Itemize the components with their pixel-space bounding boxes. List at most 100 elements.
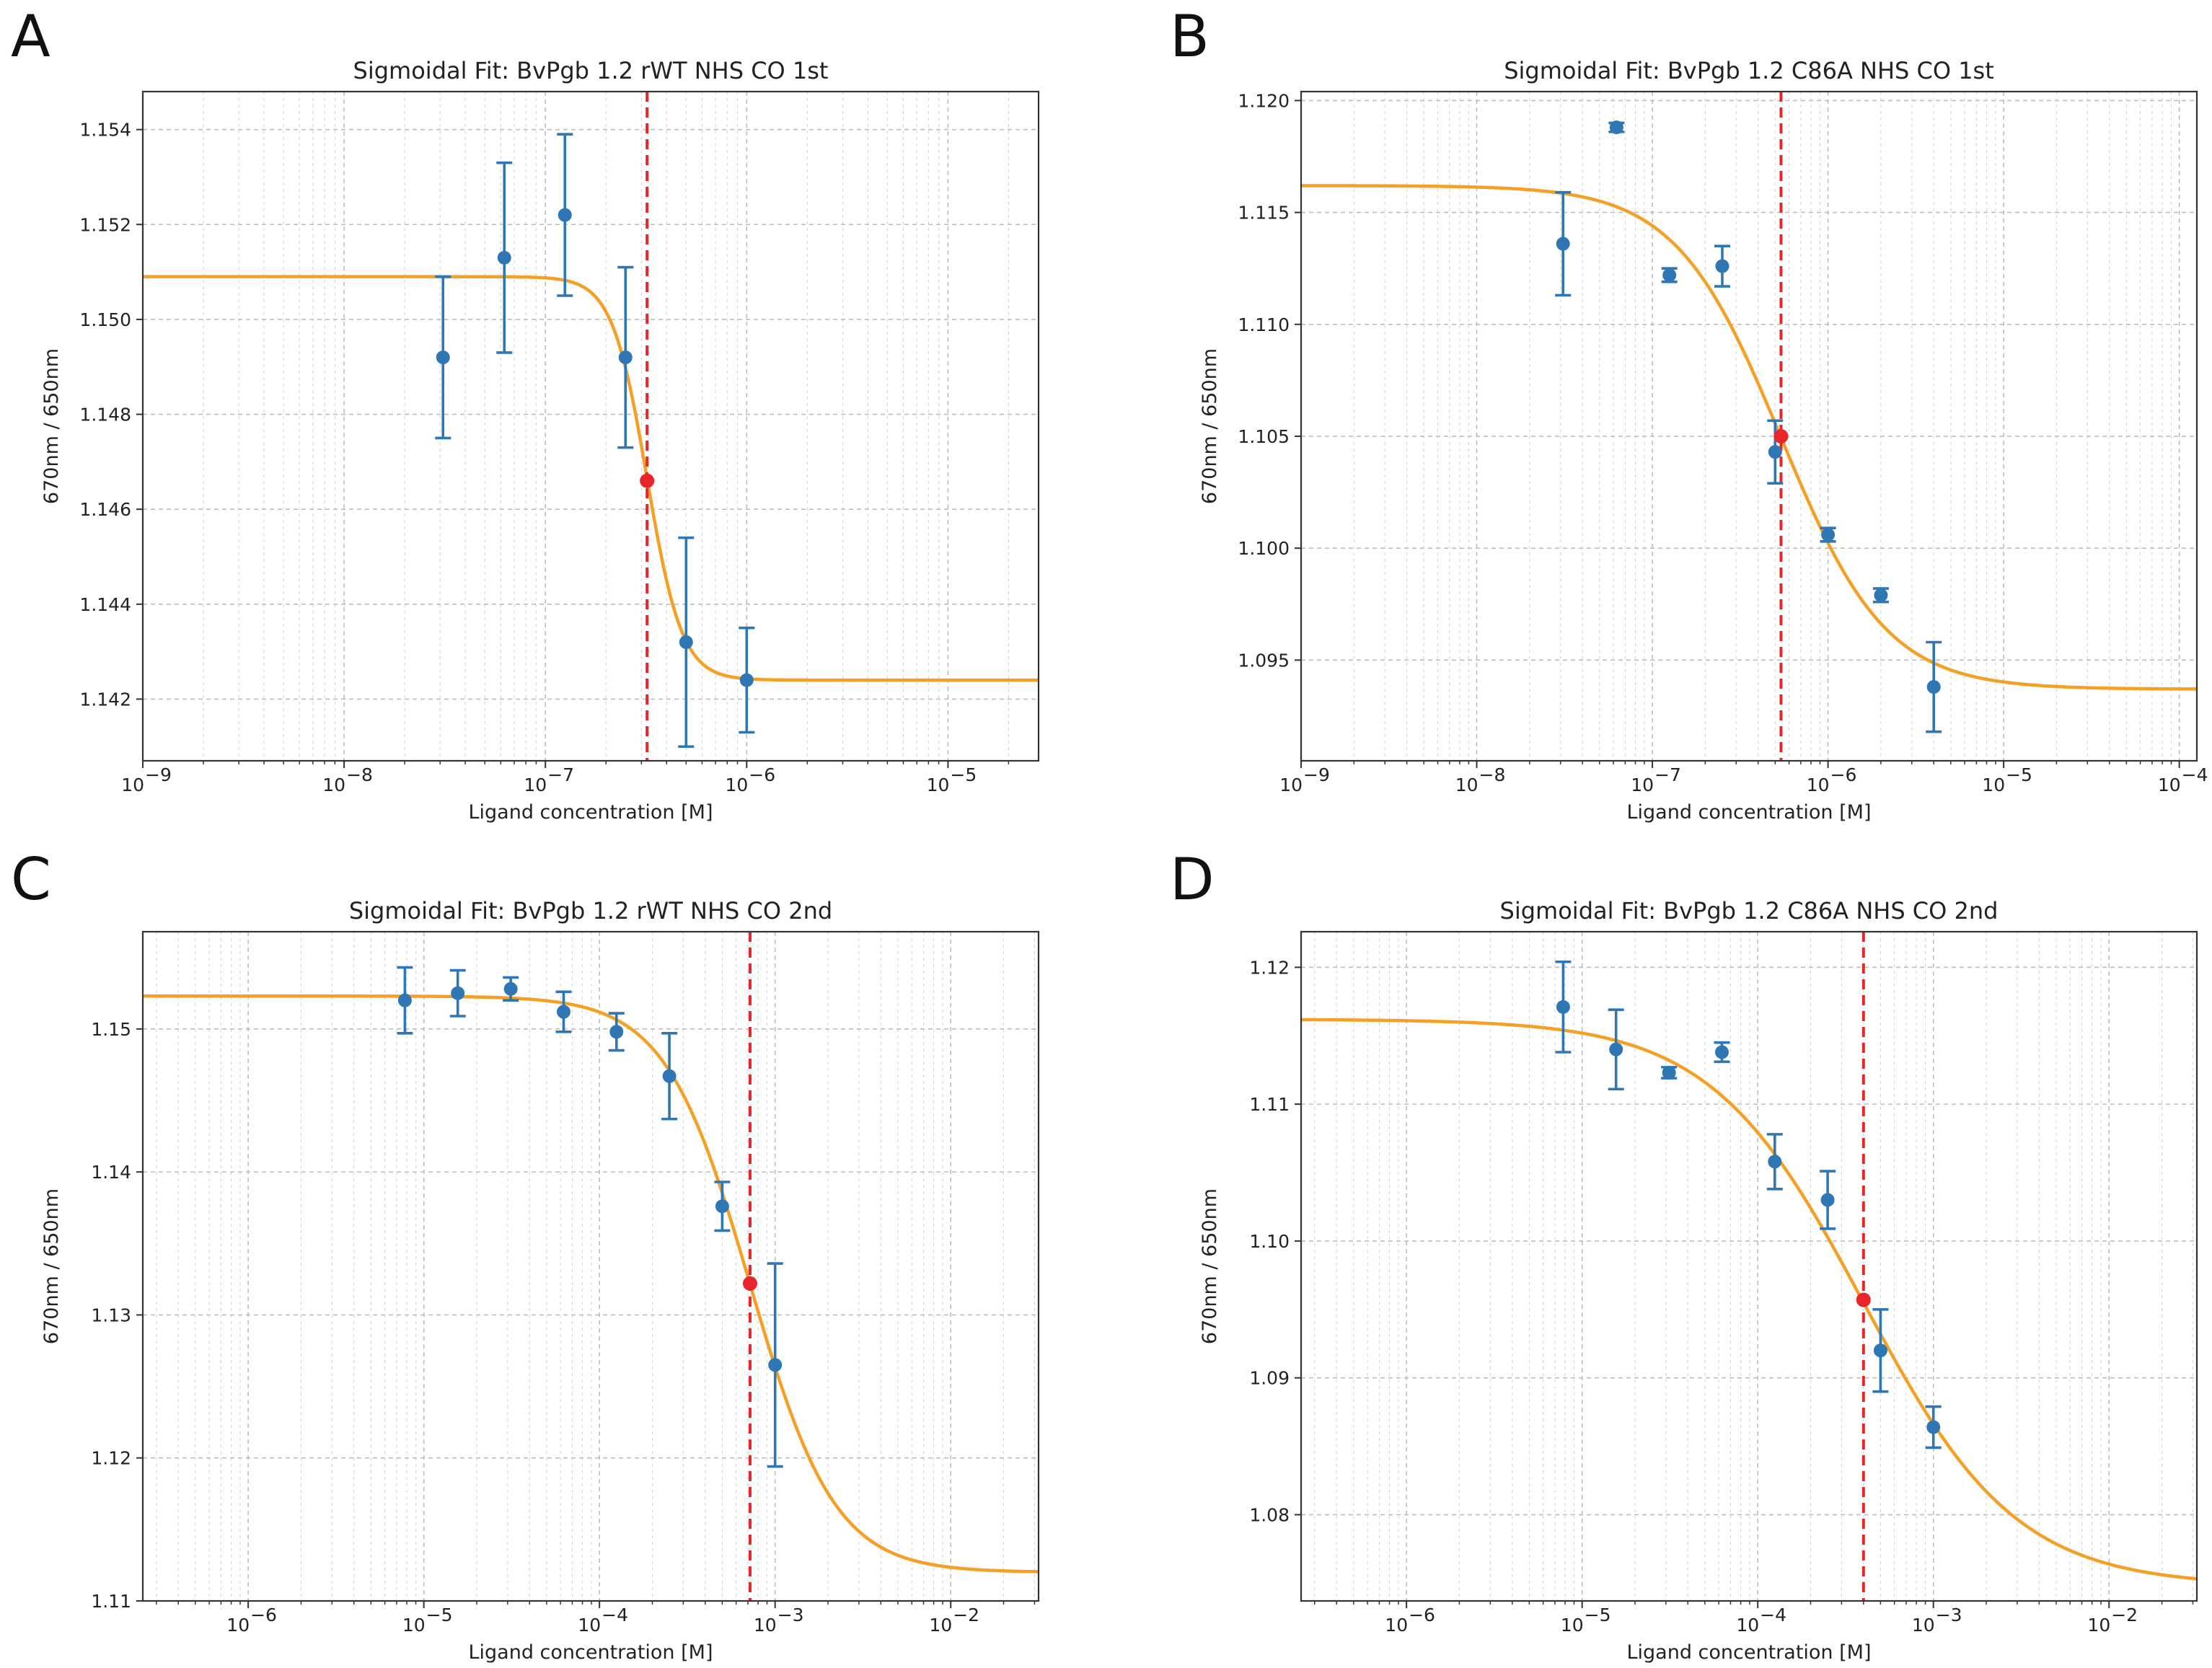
x-tick-exponent: −7 [547, 764, 574, 785]
x-tick-base: 10 [1455, 775, 1479, 795]
x-tick-exponent: −5 [1585, 1605, 1611, 1625]
y-tick-label: 1.105 [1238, 426, 1290, 447]
ec50-marker [1856, 1292, 1871, 1307]
x-tick-label: 10 −2 [2087, 1605, 2138, 1636]
x-tick-exponent: −5 [426, 1605, 453, 1625]
y-tick-label: 1.115 [1238, 203, 1290, 224]
y-tick-label: 1.14 [91, 1162, 131, 1183]
data-point [617, 265, 634, 449]
x-tick-exponent: −9 [145, 764, 172, 785]
y-tick-label: 1.110 [1238, 314, 1290, 335]
data-marker [1926, 1420, 1941, 1434]
x-tick-base: 10 [2158, 775, 2181, 795]
x-tick-base: 10 [2087, 1615, 2110, 1636]
data-marker [1874, 588, 1888, 602]
x-tick-label: 10 −9 [121, 764, 172, 795]
y-axis-label: 670nm / 650nm [1199, 348, 1221, 504]
grid [143, 932, 1039, 1602]
x-tick-label: 10 −8 [322, 764, 373, 795]
data-marker [1662, 1065, 1676, 1080]
grid [1301, 932, 2197, 1601]
data-point [1661, 1065, 1678, 1080]
data-marker [1768, 1155, 1782, 1169]
data-marker [1609, 1042, 1623, 1056]
plot-frame [1300, 90, 2198, 762]
fit-curve [143, 994, 1039, 1574]
data-marker [1820, 1193, 1835, 1207]
data-marker [1662, 268, 1677, 283]
x-tick-exponent: −6 [250, 1605, 277, 1625]
x-tick-exponent: −8 [1479, 764, 1506, 785]
data-marker [739, 673, 754, 687]
x-tick-base: 10 [725, 775, 748, 795]
y-tick-label: 1.148 [79, 405, 131, 425]
data-marker [451, 986, 465, 1000]
ec50-marker [742, 1276, 757, 1291]
data-marker [768, 1358, 783, 1372]
data-point [435, 275, 451, 440]
y-axis-label: 670nm / 650nm [40, 348, 63, 504]
data-marker [1768, 445, 1782, 459]
x-axis-label: Ligand concentration [M] [1626, 801, 1871, 824]
data-point [739, 626, 755, 734]
data-marker [1556, 1000, 1570, 1014]
x-tick-label: 10 −6 [725, 764, 775, 795]
data-point [1714, 244, 1730, 288]
x-tick-label: 10 −5 [927, 764, 977, 795]
data-point [1766, 1133, 1783, 1191]
y-tick-label: 1.09 [1249, 1368, 1290, 1389]
plot-area [143, 92, 1039, 761]
x-tick-label: 10 −5 [1561, 1605, 1611, 1636]
y-tick-label: 1.13 [91, 1305, 131, 1325]
x-tick-label: 10 −5 [402, 1605, 453, 1636]
x-tick-base: 10 [754, 1615, 777, 1636]
x-tick-base: 10 [1982, 775, 2005, 795]
x-axis-label: Ligand concentration [M] [468, 801, 713, 824]
x-tick-base: 10 [1807, 775, 1830, 795]
x-tick-base: 10 [1279, 775, 1303, 795]
x-tick-label: 10 −2 [929, 1605, 979, 1636]
plot-area [1301, 932, 2197, 1601]
plot-frame [141, 90, 1040, 762]
data-marker [1926, 680, 1941, 694]
y-axis-label: 670nm / 650nm [1199, 1188, 1221, 1344]
panel-letter: C [11, 846, 51, 913]
data-marker [1873, 1343, 1887, 1358]
x-tick-base: 10 [226, 1615, 250, 1636]
x-tick-label: 10 −9 [1279, 764, 1330, 795]
ec50-marker [640, 473, 655, 488]
x-tick-label: 10 −5 [1982, 764, 2032, 795]
chart-title: Sigmoidal Fit: BvPgb 1.2 rWT NHS CO 2nd [349, 897, 832, 925]
y-tick-label: 1.120 [1238, 90, 1290, 111]
plot-frame [1300, 930, 2198, 1602]
x-tick-exponent: −4 [2182, 764, 2208, 785]
data-point [555, 990, 572, 1033]
chart-title: Sigmoidal Fit: BvPgb 1.2 rWT NHS CO 1st [353, 57, 829, 84]
y-tick-label: 1.152 [79, 214, 131, 235]
x-tick-label: 10 −7 [524, 764, 574, 795]
data-marker [1609, 120, 1623, 135]
data-marker [1714, 1045, 1729, 1059]
plot-frame [141, 930, 1040, 1602]
fit-curve [1301, 1018, 2197, 1581]
x-tick-base: 10 [1631, 775, 1654, 795]
data-point [1661, 267, 1678, 283]
data-marker [1715, 259, 1729, 273]
y-tick-label: 1.146 [79, 499, 131, 520]
data-point [449, 968, 466, 1018]
x-tick-label: 10 −3 [1912, 1605, 1962, 1636]
data-point [1608, 120, 1625, 135]
data-point [1925, 1405, 1942, 1449]
data-marker [556, 1005, 570, 1019]
x-tick-exponent: −3 [1936, 1605, 1962, 1625]
x-tick-label: 10 −6 [1385, 1605, 1435, 1636]
x-tick-base: 10 [1736, 1615, 1759, 1636]
x-tick-exponent: −9 [1303, 764, 1330, 785]
x-tick-base: 10 [121, 775, 144, 795]
x-tick-exponent: −8 [346, 764, 373, 785]
y-tick-label: 1.142 [79, 689, 131, 710]
data-point [661, 1031, 678, 1121]
data-marker [497, 250, 511, 265]
